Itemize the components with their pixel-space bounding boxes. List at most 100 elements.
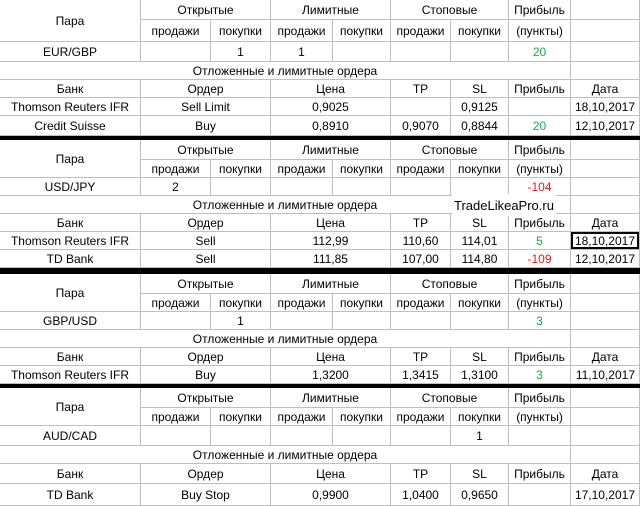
- stop-buy-count[interactable]: [451, 312, 509, 330]
- order-type[interactable]: Sell: [141, 232, 271, 250]
- pair-profit[interactable]: 20: [509, 42, 571, 62]
- stop-sell-count[interactable]: [391, 42, 451, 62]
- limit-sell-header[interactable]: продажи: [271, 20, 333, 42]
- tp-header[interactable]: TP: [391, 80, 451, 98]
- open-sell-header[interactable]: продажи: [141, 408, 211, 426]
- order-type[interactable]: Sell Limit: [141, 98, 271, 116]
- profit-header[interactable]: Прибыль: [509, 274, 571, 294]
- limit-buy-count[interactable]: [333, 178, 391, 196]
- order-profit[interactable]: [509, 98, 571, 116]
- profit-header[interactable]: Прибыль: [509, 0, 571, 20]
- stop-buy-header[interactable]: покупки: [451, 20, 509, 42]
- order-type[interactable]: Buy: [141, 366, 271, 384]
- open-buy-count[interactable]: 1: [211, 312, 271, 330]
- empty-cell[interactable]: [571, 312, 640, 330]
- take-profit[interactable]: 1,0400: [391, 484, 451, 506]
- order-date[interactable]: 12,10,2017: [571, 250, 640, 268]
- pair-name[interactable]: GBP/USD: [0, 312, 141, 330]
- stop-loss[interactable]: 114,01: [451, 232, 509, 250]
- stop-sell-header[interactable]: продажи: [391, 160, 451, 178]
- limit-buy-header[interactable]: покупки: [333, 160, 391, 178]
- empty-cell[interactable]: [571, 42, 640, 62]
- profit-header[interactable]: Прибыль: [509, 140, 571, 160]
- order-profit[interactable]: [509, 484, 571, 506]
- bank-name[interactable]: TD Bank: [0, 484, 141, 506]
- stop-header[interactable]: Стоповые: [391, 0, 509, 20]
- profit-points-header[interactable]: (пункты): [509, 160, 571, 178]
- limit-sell-count[interactable]: [271, 426, 333, 446]
- tp-header[interactable]: TP: [391, 464, 451, 484]
- limit-sell-count[interactable]: 1: [271, 42, 333, 62]
- bank-name[interactable]: Thomson Reuters IFR: [0, 232, 141, 250]
- stop-loss[interactable]: 0,9125: [451, 98, 509, 116]
- empty-cell[interactable]: [571, 274, 640, 294]
- limit-buy-header[interactable]: покупки: [333, 294, 391, 312]
- tp-header[interactable]: TP: [391, 348, 451, 366]
- date-header[interactable]: Дата: [571, 80, 640, 98]
- open-buy-count[interactable]: [211, 178, 271, 196]
- order-profit-header[interactable]: Прибыль: [509, 348, 571, 366]
- order-header[interactable]: Ордер: [141, 348, 271, 366]
- open-buy-count[interactable]: 1: [211, 42, 271, 62]
- empty-cell[interactable]: [571, 20, 640, 42]
- limit-header[interactable]: Лимитные: [271, 0, 391, 20]
- stop-loss[interactable]: 114,80: [451, 250, 509, 268]
- pair-header[interactable]: Пара: [0, 274, 141, 312]
- profit-points-header[interactable]: (пункты): [509, 408, 571, 426]
- open-header[interactable]: Открытые: [141, 140, 271, 160]
- open-sell-count[interactable]: [141, 426, 211, 446]
- stop-loss[interactable]: 0,9650: [451, 484, 509, 506]
- order-type[interactable]: Sell: [141, 250, 271, 268]
- order-price[interactable]: 0,9900: [271, 484, 391, 506]
- pending-orders-title[interactable]: Отложенные и лимитные ордера: [0, 330, 571, 348]
- bank-header[interactable]: Банк: [0, 80, 141, 98]
- stop-buy-header[interactable]: покупки: [451, 294, 509, 312]
- open-header[interactable]: Открытые: [141, 0, 271, 20]
- bank-header[interactable]: Банк: [0, 464, 141, 484]
- pending-orders-title[interactable]: Отложенные и лимитные ордера: [0, 196, 571, 214]
- price-header[interactable]: Цена: [271, 464, 391, 484]
- take-profit[interactable]: 110,60: [391, 232, 451, 250]
- empty-cell[interactable]: [571, 178, 640, 196]
- stop-loss[interactable]: 0,8844: [451, 116, 509, 136]
- order-profit[interactable]: 5: [509, 232, 571, 250]
- open-sell-count[interactable]: 2: [141, 178, 211, 196]
- date-header[interactable]: Дата: [571, 348, 640, 366]
- open-header[interactable]: Открытые: [141, 274, 271, 294]
- limit-header[interactable]: Лимитные: [271, 388, 391, 408]
- bank-header[interactable]: Банк: [0, 348, 141, 366]
- order-date[interactable]: 11,10,2017: [571, 366, 640, 384]
- pair-name[interactable]: EUR/GBP: [0, 42, 141, 62]
- date-header[interactable]: Дата: [571, 464, 640, 484]
- order-profit-header[interactable]: Прибыль: [509, 80, 571, 98]
- pending-orders-title[interactable]: Отложенные и лимитные ордера: [0, 62, 571, 80]
- open-buy-header[interactable]: покупки: [211, 408, 271, 426]
- order-profit-header[interactable]: Прибыль: [509, 464, 571, 484]
- order-date[interactable]: 17,10,2017: [571, 484, 640, 506]
- limit-buy-count[interactable]: [333, 42, 391, 62]
- date-header[interactable]: Дата: [571, 214, 640, 232]
- stop-header[interactable]: Стоповые: [391, 388, 509, 408]
- order-date[interactable]: 12,10,2017: [571, 116, 640, 136]
- stop-sell-count[interactable]: [391, 312, 451, 330]
- limit-sell-count[interactable]: [271, 312, 333, 330]
- bank-name[interactable]: Thomson Reuters IFR: [0, 366, 141, 384]
- tp-header[interactable]: TP: [391, 214, 451, 232]
- profit-points-header[interactable]: (пункты): [509, 20, 571, 42]
- order-price[interactable]: 0,9025: [271, 98, 391, 116]
- pair-header[interactable]: Пара: [0, 388, 141, 426]
- empty-cell[interactable]: [571, 446, 640, 464]
- pair-name[interactable]: AUD/CAD: [0, 426, 141, 446]
- pending-orders-title[interactable]: Отложенные и лимитные ордера: [0, 446, 571, 464]
- price-header[interactable]: Цена: [271, 214, 391, 232]
- open-sell-count[interactable]: [141, 42, 211, 62]
- limit-header[interactable]: Лимитные: [271, 274, 391, 294]
- order-profit[interactable]: -109: [509, 250, 571, 268]
- stop-sell-count[interactable]: [391, 426, 451, 446]
- take-profit[interactable]: 0,9070: [391, 116, 451, 136]
- limit-sell-header[interactable]: продажи: [271, 294, 333, 312]
- pair-profit[interactable]: [509, 426, 571, 446]
- empty-cell[interactable]: [571, 408, 640, 426]
- stop-buy-header[interactable]: покупки: [451, 160, 509, 178]
- open-sell-header[interactable]: продажи: [141, 294, 211, 312]
